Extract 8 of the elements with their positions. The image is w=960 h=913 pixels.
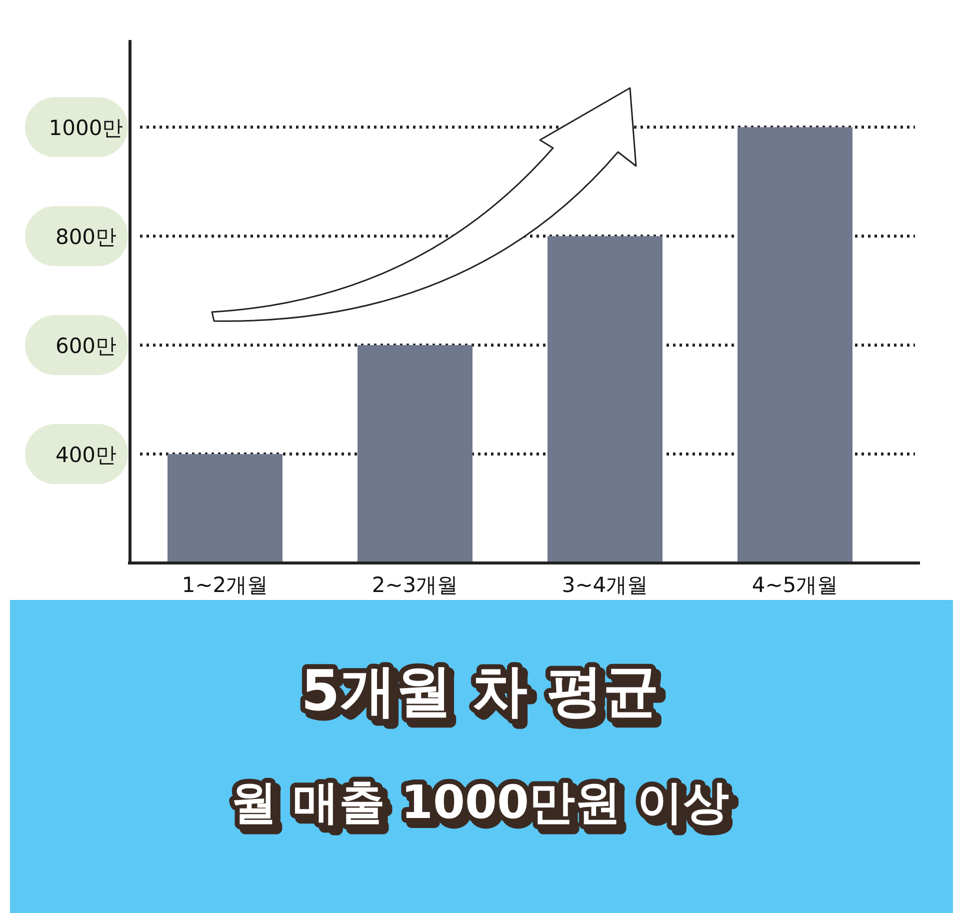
y-tick-label: 800만	[55, 225, 117, 250]
x-tick-label: 2~3개월	[372, 573, 458, 597]
y-tick-label: 1000만	[48, 116, 124, 140]
x-tick-label: 1~2개월	[182, 573, 268, 597]
y-tick-label: 400만	[55, 443, 117, 468]
y-tick-label: 600만	[55, 334, 117, 358]
x-tick-label: 3~4개월	[562, 573, 648, 597]
x-tick-label: 4~5개월	[752, 573, 838, 597]
